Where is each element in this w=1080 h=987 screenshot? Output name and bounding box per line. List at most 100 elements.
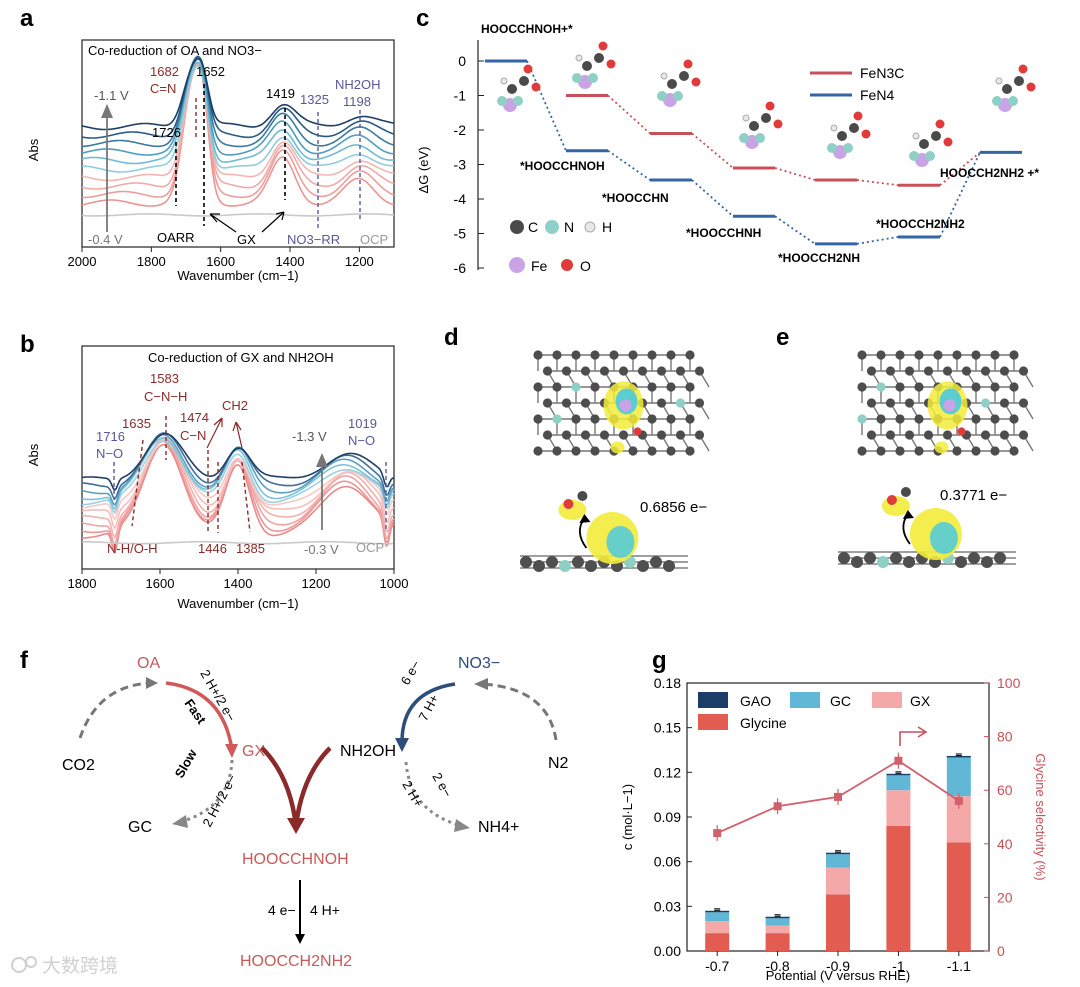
- x-tick-label: 1200: [345, 254, 374, 269]
- side-atom: [559, 560, 571, 572]
- c-atom-b-3: [761, 113, 771, 123]
- c-atom: [999, 398, 1010, 408]
- c-atom: [666, 446, 676, 456]
- merge-arrow-head: [287, 818, 305, 834]
- panel-a: a 2000 1800 1600 1400 1200 Co-reduction of O…: [20, 5, 395, 283]
- peak-1419: 1419: [266, 86, 295, 101]
- region-oarr: OARR: [157, 230, 195, 245]
- FeN4-connector-2: [691, 179, 734, 217]
- potential-top-b: -1.3 V: [292, 429, 327, 444]
- c-atom: [675, 430, 686, 440]
- bar-GX--1: [886, 790, 911, 826]
- c-atom-b-6: [1014, 76, 1024, 86]
- c-atom: [533, 350, 543, 360]
- panel-label-g: g: [652, 647, 667, 674]
- step-label-4: *HOOCCH2NH: [778, 251, 860, 265]
- bar-GAO--0.9: [826, 852, 850, 855]
- c-atom: [675, 366, 686, 376]
- peak-1385: 1385: [236, 541, 265, 556]
- bar-Glycine--0.8: [765, 933, 790, 951]
- side-atom: [572, 556, 584, 568]
- side-atom: [903, 556, 915, 568]
- c-atom: [542, 398, 553, 408]
- selectivity-point--0.9: [834, 792, 842, 801]
- c-atom: [609, 350, 619, 360]
- selectivity-point--1: [894, 756, 903, 765]
- c-atom: [904, 430, 915, 440]
- merge-arrow-right: [293, 746, 332, 827]
- y2-tick-label: 40: [997, 836, 1013, 852]
- n-atom-b-2: [673, 91, 683, 101]
- reduction-arrow-head: [295, 934, 305, 944]
- c-atom: [561, 398, 572, 408]
- gx-arrow-right: [261, 211, 285, 233]
- label-6e: 6 e−: [398, 658, 424, 688]
- n-atom-0: [497, 96, 507, 106]
- c-atom: [647, 446, 657, 456]
- nh2oh-to-nh4-arrow: [404, 761, 463, 828]
- gx-to-gc-arrow: [179, 759, 234, 824]
- ylabel-a: Abs: [26, 138, 41, 161]
- c-atom: [923, 430, 934, 440]
- c-atom: [656, 430, 667, 440]
- c-atom: [590, 350, 600, 360]
- FeN4-connector-4: [856, 236, 899, 245]
- side-atom: [994, 552, 1006, 564]
- c-atom: [590, 382, 600, 392]
- gx-arrow-left: [209, 213, 237, 233]
- n-atom: [857, 414, 867, 424]
- n-atom: [876, 382, 886, 392]
- o-atom-6: [1018, 64, 1028, 74]
- h-atom-6: [995, 77, 1003, 85]
- panel-b: b 1800 1600 1400 1200 1000 Co-reduction of G…: [20, 331, 408, 611]
- FeN3C-connector-4: [856, 179, 899, 187]
- n2-to-no3-arrow: [481, 682, 558, 741]
- potential-bottom-b: -0.3 V: [304, 542, 339, 557]
- c-atom: [590, 414, 600, 424]
- c-atom: [685, 382, 695, 392]
- watermark-icon-2: [25, 956, 37, 968]
- label-nh2oh: NH2OH: [340, 743, 396, 760]
- atom-c-icon: [510, 220, 524, 234]
- c-atom: [533, 414, 543, 424]
- c-atom: [599, 366, 610, 376]
- spectrum-ocp: [81, 213, 395, 217]
- spectra-b: [81, 432, 395, 555]
- label-gx: GX: [242, 743, 265, 760]
- bar-Glycine--0.9: [826, 894, 850, 951]
- watermark-text: 大数跨境: [42, 955, 118, 977]
- side-atom: [663, 560, 675, 572]
- y-tick-label: 0.06: [654, 854, 681, 870]
- c-atom: [914, 414, 924, 424]
- potential-arrowhead-b: [316, 453, 328, 467]
- title-a: Co-reduction of OA and NO3−: [88, 43, 262, 58]
- c-atom-4: [837, 131, 847, 141]
- atom-o-icon: [561, 259, 573, 271]
- n-atom-b-3: [755, 133, 765, 143]
- FeN4-connector-3: [774, 215, 816, 245]
- c-atom: [990, 446, 1000, 456]
- spectrum-7: [81, 57, 395, 156]
- bar-GAO--0.8: [765, 916, 790, 919]
- y2-tick-label: 20: [997, 889, 1013, 905]
- right-axis-arrow: [899, 726, 928, 746]
- label-nh4: NH4+: [478, 819, 519, 836]
- top-view-structure-e: [857, 350, 1034, 456]
- c-atom-b-0: [519, 76, 529, 86]
- n-atom-b-1: [588, 73, 598, 83]
- bar-GAO--1: [886, 773, 911, 776]
- label-2h: 2 H+: [399, 778, 426, 810]
- c-atom: [1009, 414, 1019, 424]
- side-view-structure-e: [838, 487, 1016, 568]
- bar-Glycine--1: [886, 825, 911, 951]
- side-atom: [981, 556, 993, 568]
- c-atom-5: [919, 139, 929, 149]
- step-label-3: *HOOCCHNH: [686, 226, 761, 240]
- n-atom-4: [827, 143, 837, 153]
- legend-gao: GAO: [740, 693, 771, 709]
- atom-legend-fe: Fe: [531, 258, 548, 274]
- c-atom-1: [582, 61, 592, 71]
- c-atom: [1018, 366, 1029, 376]
- c-atom: [599, 430, 610, 440]
- c-atom: [533, 382, 543, 392]
